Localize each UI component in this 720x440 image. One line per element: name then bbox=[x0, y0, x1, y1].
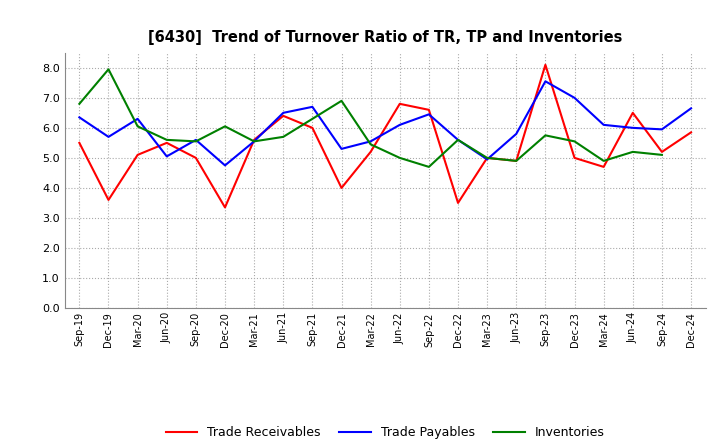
Trade Payables bbox=[337, 146, 346, 151]
Trade Payables bbox=[541, 79, 550, 84]
Trade Receivables bbox=[279, 113, 287, 118]
Inventories bbox=[163, 137, 171, 143]
Trade Receivables bbox=[599, 164, 608, 169]
Trade Payables bbox=[570, 95, 579, 100]
Trade Payables bbox=[279, 110, 287, 115]
Inventories bbox=[220, 124, 229, 129]
Inventories bbox=[425, 164, 433, 169]
Trade Payables bbox=[512, 131, 521, 136]
Inventories bbox=[454, 137, 462, 143]
Trade Payables bbox=[395, 122, 404, 128]
Trade Receivables bbox=[454, 200, 462, 205]
Trade Receivables bbox=[629, 110, 637, 115]
Trade Payables bbox=[250, 139, 258, 144]
Trade Receivables bbox=[687, 130, 696, 135]
Trade Receivables bbox=[541, 62, 550, 67]
Trade Receivables bbox=[308, 125, 317, 131]
Trade Receivables bbox=[220, 205, 229, 210]
Inventories bbox=[512, 158, 521, 164]
Trade Payables bbox=[454, 137, 462, 143]
Trade Payables bbox=[483, 157, 492, 162]
Inventories bbox=[308, 116, 317, 121]
Trade Payables bbox=[308, 104, 317, 110]
Trade Payables bbox=[687, 106, 696, 111]
Line: Trade Receivables: Trade Receivables bbox=[79, 65, 691, 207]
Trade Payables bbox=[133, 116, 142, 121]
Title: [6430]  Trend of Turnover Ratio of TR, TP and Inventories: [6430] Trend of Turnover Ratio of TR, TP… bbox=[148, 29, 622, 45]
Trade Receivables bbox=[395, 101, 404, 106]
Trade Receivables bbox=[163, 140, 171, 146]
Inventories bbox=[337, 98, 346, 103]
Legend: Trade Receivables, Trade Payables, Inventories: Trade Receivables, Trade Payables, Inven… bbox=[161, 422, 610, 440]
Line: Inventories: Inventories bbox=[79, 70, 662, 167]
Trade Payables bbox=[163, 154, 171, 159]
Trade Receivables bbox=[570, 155, 579, 161]
Inventories bbox=[133, 124, 142, 129]
Trade Payables bbox=[75, 115, 84, 120]
Trade Receivables bbox=[104, 197, 113, 202]
Trade Receivables bbox=[425, 107, 433, 113]
Inventories bbox=[279, 134, 287, 139]
Trade Receivables bbox=[337, 185, 346, 191]
Inventories bbox=[250, 139, 258, 144]
Trade Receivables bbox=[133, 152, 142, 158]
Inventories bbox=[570, 139, 579, 144]
Line: Trade Payables: Trade Payables bbox=[79, 81, 691, 165]
Trade Payables bbox=[657, 127, 666, 132]
Inventories bbox=[395, 155, 404, 161]
Inventories bbox=[657, 152, 666, 158]
Trade Receivables bbox=[366, 149, 375, 154]
Trade Receivables bbox=[512, 158, 521, 164]
Inventories bbox=[366, 142, 375, 147]
Trade Payables bbox=[366, 139, 375, 144]
Trade Receivables bbox=[483, 155, 492, 161]
Inventories bbox=[104, 67, 113, 72]
Inventories bbox=[483, 155, 492, 161]
Trade Receivables bbox=[657, 149, 666, 154]
Trade Payables bbox=[192, 137, 200, 143]
Trade Receivables bbox=[75, 140, 84, 146]
Trade Payables bbox=[599, 122, 608, 128]
Inventories bbox=[599, 158, 608, 164]
Trade Payables bbox=[104, 134, 113, 139]
Trade Receivables bbox=[250, 137, 258, 143]
Trade Payables bbox=[220, 163, 229, 168]
Trade Payables bbox=[425, 112, 433, 117]
Trade Receivables bbox=[192, 155, 200, 161]
Inventories bbox=[541, 133, 550, 138]
Inventories bbox=[75, 101, 84, 106]
Trade Payables bbox=[629, 125, 637, 131]
Inventories bbox=[192, 139, 200, 144]
Inventories bbox=[629, 149, 637, 154]
